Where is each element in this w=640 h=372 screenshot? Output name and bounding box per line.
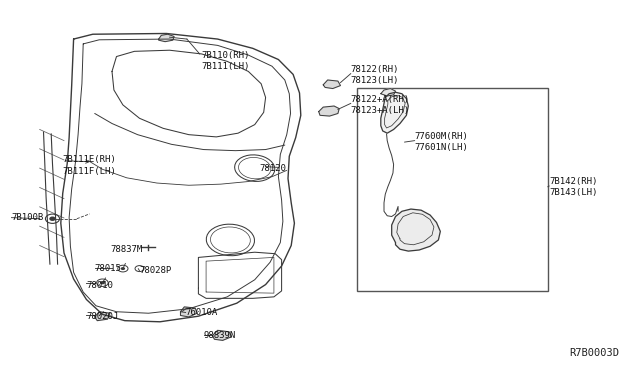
Polygon shape [381, 89, 396, 96]
Text: 7B111E(RH)
7B111F(LH): 7B111E(RH) 7B111F(LH) [63, 155, 116, 176]
Text: 7B100B: 7B100B [12, 213, 44, 222]
Text: 7B110(RH)
7B111(LH): 7B110(RH) 7B111(LH) [202, 51, 250, 71]
Polygon shape [319, 106, 339, 116]
Polygon shape [323, 80, 340, 89]
Polygon shape [392, 209, 440, 251]
Text: 78122(RH)
78123(LH): 78122(RH) 78123(LH) [351, 65, 399, 85]
Ellipse shape [49, 217, 56, 221]
Text: 78122+A(RH)
78123+A(LH): 78122+A(RH) 78123+A(LH) [351, 95, 410, 115]
Text: R7B0003D: R7B0003D [570, 348, 620, 358]
Text: 78015: 78015 [95, 264, 122, 273]
Ellipse shape [100, 281, 105, 284]
Text: 78028P: 78028P [140, 266, 172, 275]
Polygon shape [159, 34, 174, 42]
Text: 78020J: 78020J [86, 312, 118, 321]
Polygon shape [212, 330, 232, 340]
Bar [357, 88, 548, 291]
Polygon shape [180, 307, 197, 317]
Text: 98839N: 98839N [204, 331, 236, 340]
Text: 78120: 78120 [259, 164, 286, 173]
Text: 7B142(RH)
7B143(LH): 7B142(RH) 7B143(LH) [549, 177, 598, 197]
Polygon shape [95, 312, 110, 321]
Text: 78837M: 78837M [111, 245, 143, 254]
Polygon shape [381, 92, 408, 133]
Text: 78010: 78010 [86, 281, 113, 290]
Text: 76010A: 76010A [186, 308, 218, 317]
Ellipse shape [120, 267, 125, 270]
Text: 77600M(RH)
77601N(LH): 77600M(RH) 77601N(LH) [415, 132, 468, 152]
